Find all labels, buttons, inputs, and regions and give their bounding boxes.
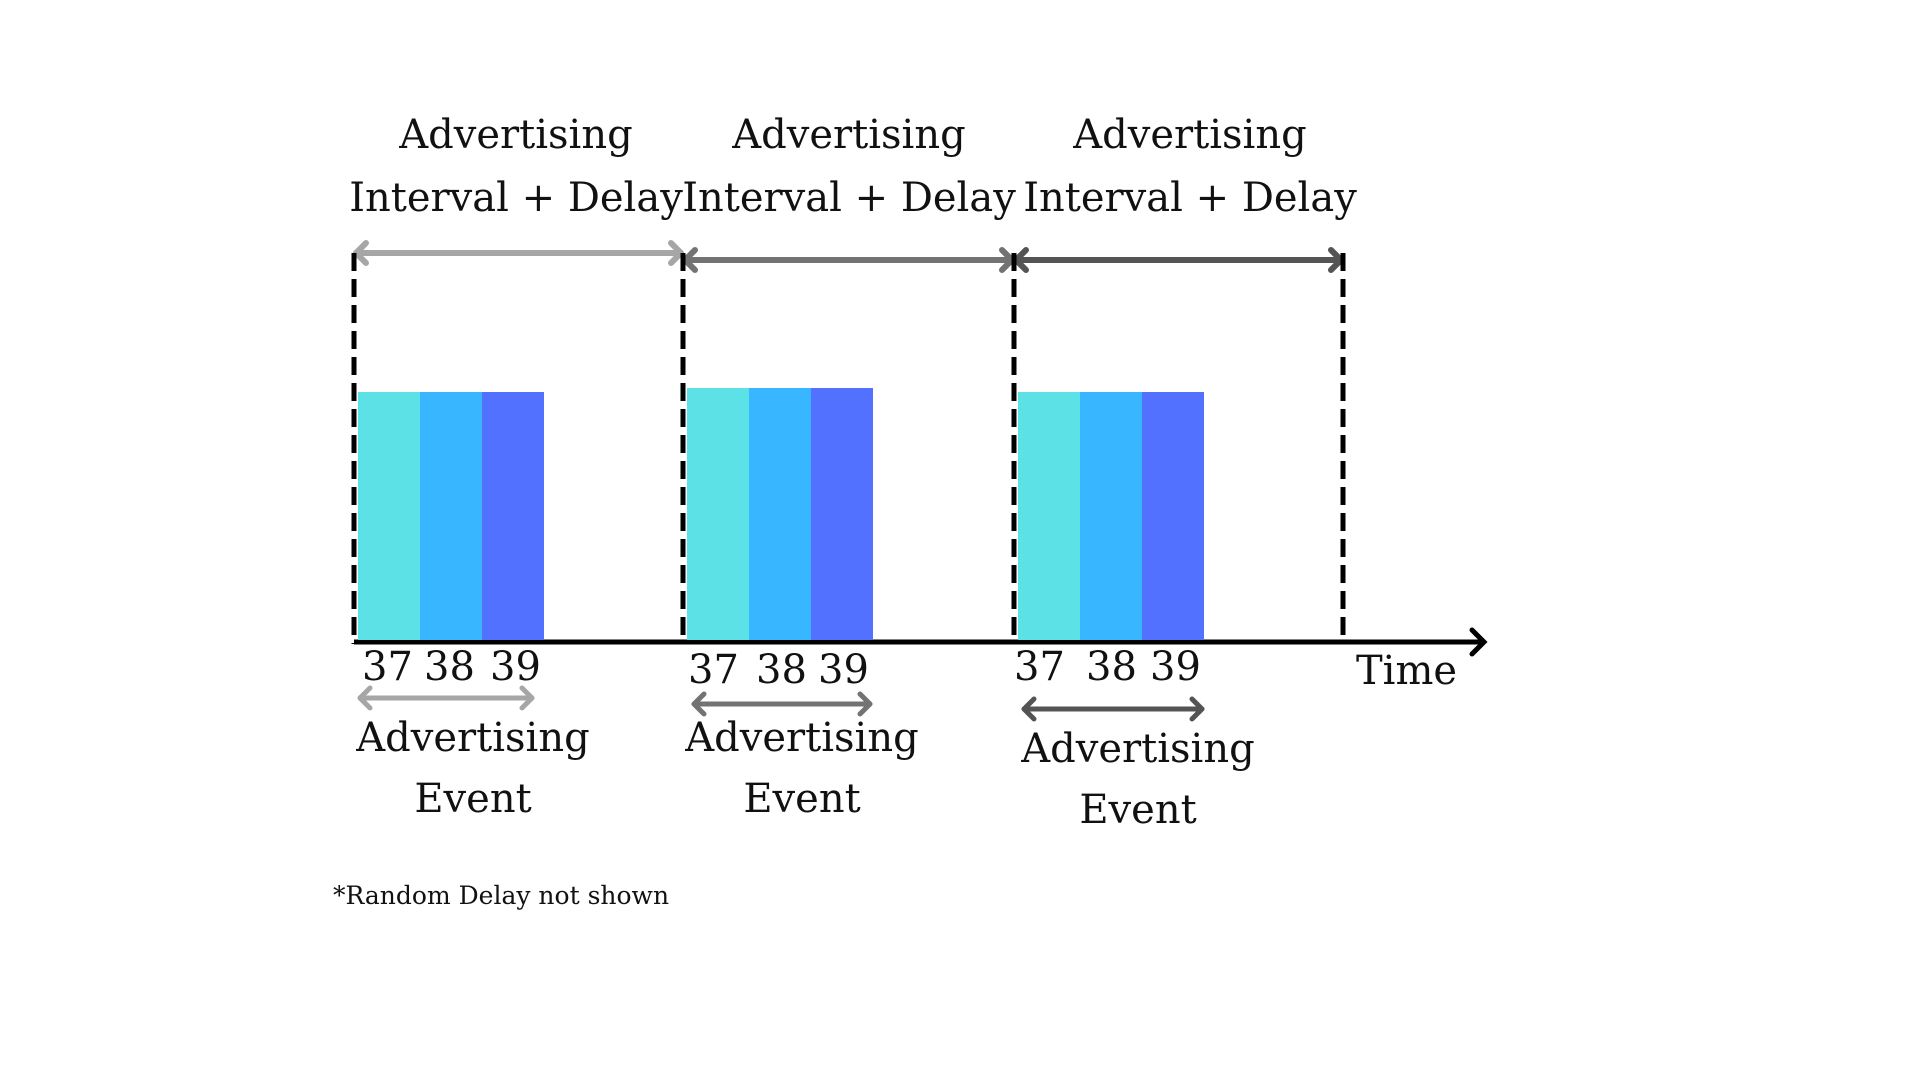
channel-number-label: 39 [490,644,541,690]
interval-title-line2: Interval + Delay [682,175,1016,221]
time-axis-arrowhead-icon [1469,627,1488,657]
event-span-arrow [1021,696,1205,722]
event-label-line2: Event [414,776,531,822]
event-label-line1: Advertising [355,715,589,761]
channel-37-block [687,388,749,640]
channel-number-label: 37 [362,644,413,690]
channel-37-block [1018,392,1080,640]
event-label-line1: Advertising [684,715,918,761]
channel-number-label: 39 [818,647,869,693]
interval-title-line1: Advertising [1072,112,1306,158]
interval-title-line1: Advertising [398,112,632,158]
event-label-line2: Event [1079,787,1196,833]
interval-title-line1: Advertising [731,112,965,158]
interval-span-arrow [1013,247,1344,273]
event-span-arrow [691,691,873,717]
event-span-arrow [357,685,535,711]
interval-title-line2: Interval + Delay [349,175,683,221]
channel-number-label: 38 [756,647,807,693]
channel-39-block [1142,392,1204,640]
channel-38-block [749,388,811,640]
channel-number-label: 37 [688,647,739,693]
channel-number-label: 37 [1014,644,1065,690]
channel-37-block [358,392,420,640]
channel-38-block [420,392,482,640]
interval-span-arrow [353,240,684,266]
channel-number-label: 38 [424,644,475,690]
time-axis-label: Time [1356,648,1457,694]
channel-38-block [1080,392,1142,640]
event-label-line2: Event [743,776,860,822]
channel-number-label: 38 [1086,644,1137,690]
channel-39-block [811,388,873,640]
interval-title-line2: Interval + Delay [1023,175,1357,221]
channel-number-label: 39 [1150,644,1201,690]
footnote: *Random Delay not shown [333,881,669,910]
interval-span-arrow [682,247,1015,273]
channel-39-block [482,392,544,640]
event-label-line1: Advertising [1020,726,1254,772]
